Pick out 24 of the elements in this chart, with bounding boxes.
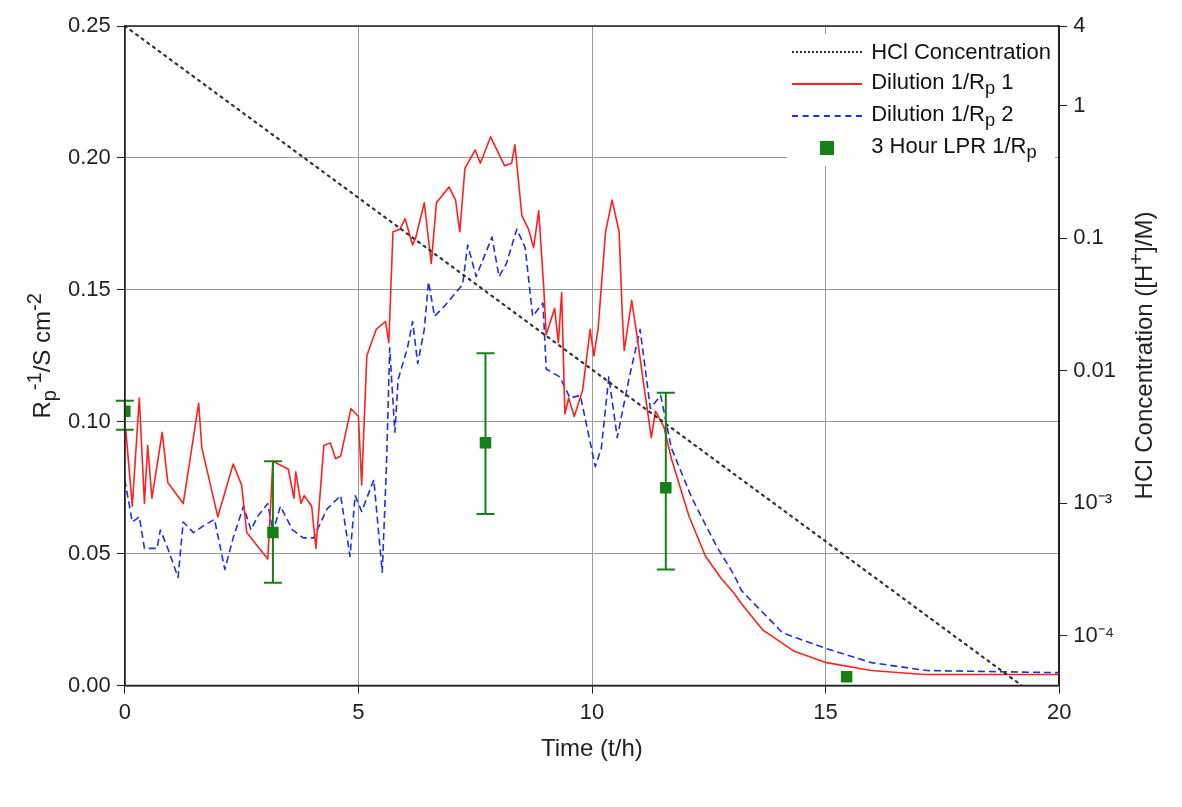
y-tick-label: 0.10 — [67, 407, 111, 433]
line-series — [124, 228, 1060, 674]
legend-label: Dilution 1/R$_{p}$ 2 — [871, 100, 1014, 132]
y2-tick-label: 0.01 — [1073, 356, 1117, 382]
legend-label: HCl Concentration — [871, 39, 1051, 65]
x-tick-label: 5 — [352, 698, 365, 724]
y2-tick-label: 10⁻⁴ — [1073, 621, 1115, 647]
point — [840, 670, 853, 683]
x-tick-label: 15 — [813, 698, 838, 724]
y2-tick-label: 4 — [1073, 12, 1086, 38]
y2-tick-label: 0.1 — [1073, 224, 1104, 250]
legend-label: 3 Hour LPR 1/R$_{p}$ — [871, 132, 1037, 164]
y-tick-label: 0.15 — [67, 275, 111, 301]
x-tick-label: 10 — [579, 698, 605, 724]
y2-tick-label: 1 — [1073, 91, 1086, 117]
y-tick-label: 0.05 — [67, 539, 111, 565]
y2-tick-label: 10⁻³ — [1073, 489, 1112, 515]
legend-label: Dilution 1/R$_{p}$ 1 — [871, 68, 1014, 100]
x-tick-label: 0 — [118, 698, 131, 724]
y-tick-label: 0.25 — [67, 12, 111, 38]
x-tick-label: 20 — [1046, 698, 1072, 724]
y-tick-label: 0.00 — [67, 671, 111, 697]
y-tick-label: 0.20 — [67, 143, 111, 169]
x-axis-title: Time (t/h) — [541, 733, 643, 762]
